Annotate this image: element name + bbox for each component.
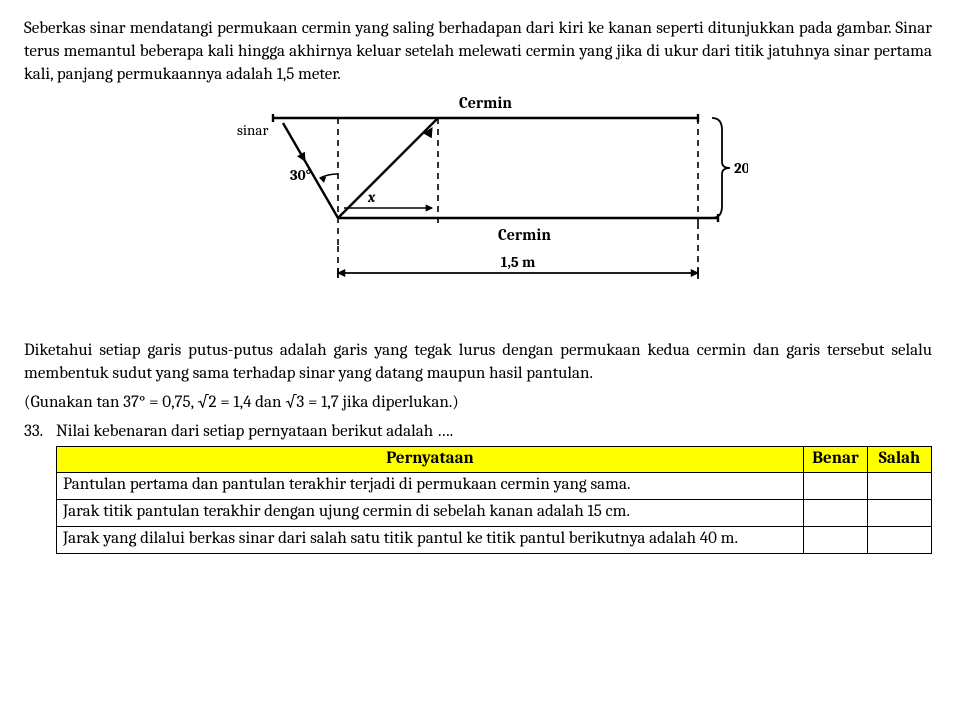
- statements-table: Pernyataan Benar Salah Pantulan pertama …: [56, 446, 932, 555]
- helper-prefix: (Gunakan: [24, 393, 96, 412]
- col-header-false: Salah: [868, 446, 932, 473]
- false-cell[interactable]: [868, 527, 932, 554]
- true-cell[interactable]: [804, 473, 868, 500]
- true-cell[interactable]: [804, 527, 868, 554]
- svg-text:30°: 30°: [290, 166, 312, 184]
- helper-values: (Gunakan tan 37° = 0,75, √2 = 1,4 dan √3…: [24, 392, 932, 415]
- svg-text:20√3 cm: 20√3 cm: [734, 159, 748, 177]
- svg-text:1,5 m: 1,5 m: [501, 253, 536, 271]
- table-row: Jarak titik pantulan terakhir dengan uju…: [57, 500, 932, 527]
- helper-mid1: tan 37° = 0,75,: [96, 393, 197, 412]
- statement-cell: Jarak titik pantulan terakhir dengan uju…: [57, 500, 804, 527]
- false-cell[interactable]: [868, 500, 932, 527]
- svg-text:sinar: sinar: [237, 121, 268, 139]
- svg-text:Cermin: Cermin: [498, 226, 551, 244]
- svg-text:Cermin: Cermin: [459, 94, 512, 112]
- true-cell[interactable]: [804, 500, 868, 527]
- table-row: Pantulan pertama dan pantulan terakhir t…: [57, 473, 932, 500]
- mirror-diagram: Cermin 30° sinar x Cermin 20√3 cm 1,5 m: [208, 93, 748, 328]
- false-cell[interactable]: [868, 473, 932, 500]
- question-number: 33.: [24, 421, 56, 444]
- statement-cell: Jarak yang dilalui berkas sinar dari sal…: [57, 527, 804, 554]
- helper-mid3: √3 = 1,7: [285, 393, 339, 412]
- table-row: Jarak yang dilalui berkas sinar dari sal…: [57, 527, 932, 554]
- helper-mid2: √2 = 1,4 dan: [197, 393, 285, 412]
- figure-container: Cermin 30° sinar x Cermin 20√3 cm 1,5 m: [24, 93, 932, 336]
- col-header-true: Benar: [804, 446, 868, 473]
- question-stem: Nilai kebenaran dari setiap pernyataan b…: [56, 421, 932, 444]
- helper-suffix: jika diperlukan.): [339, 393, 459, 412]
- question-line: 33. Nilai kebenaran dari setiap pernyata…: [24, 421, 932, 444]
- problem-after-figure: Diketahui setiap garis putus-putus adala…: [24, 340, 932, 386]
- svg-text:x: x: [367, 188, 376, 206]
- col-header-statement: Pernyataan: [57, 446, 804, 473]
- problem-intro: Seberkas sinar mendatangi permukaan cerm…: [24, 18, 932, 87]
- statement-cell: Pantulan pertama dan pantulan terakhir t…: [57, 473, 804, 500]
